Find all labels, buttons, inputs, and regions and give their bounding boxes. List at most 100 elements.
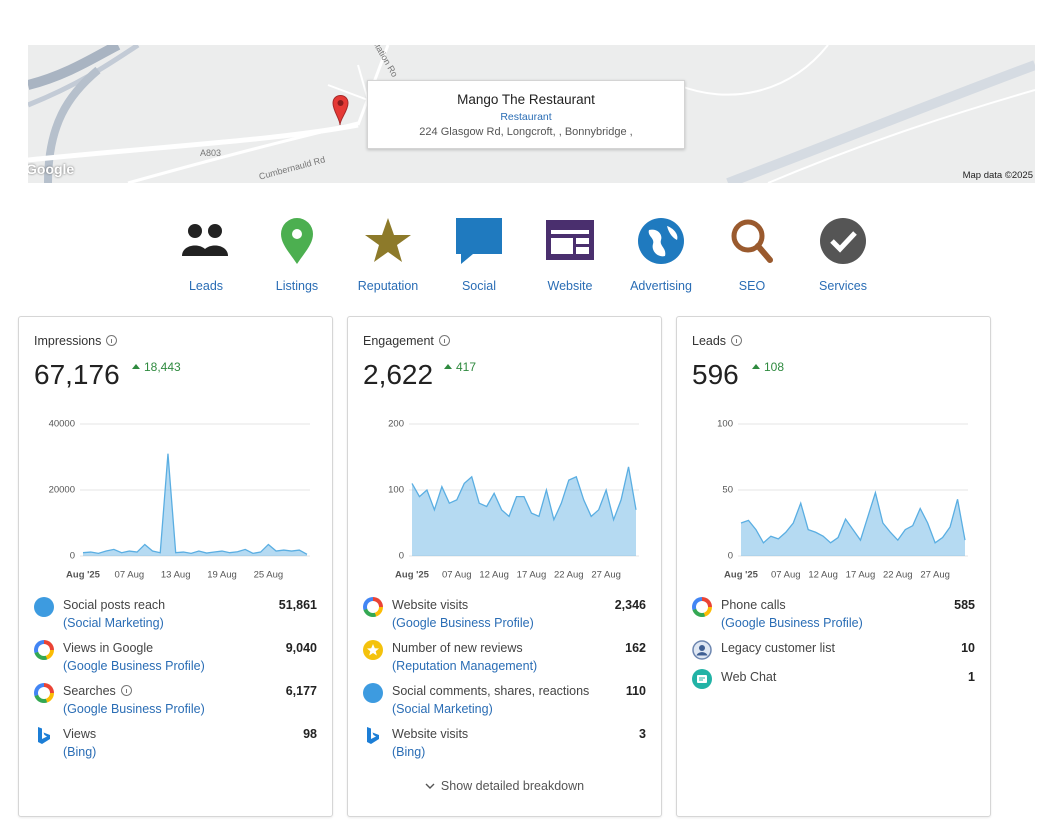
row-value: 10	[961, 641, 975, 655]
icon	[34, 683, 54, 703]
card-total: 2,622	[363, 359, 434, 390]
metric-row: Social comments, shares, reactions (Socia…	[363, 683, 646, 719]
nav-item[interactable]: SEO	[707, 212, 797, 293]
card-change: 18,443	[132, 360, 181, 374]
metric-row: Web Chat 1	[692, 669, 975, 705]
row-value: 9,040	[285, 641, 317, 655]
icon	[38, 727, 50, 744]
nav-item[interactable]: Services	[798, 212, 888, 293]
info-icon[interactable]	[106, 335, 118, 346]
metric-row: Website visits (Google Business Profile) 2…	[363, 597, 646, 633]
card-change: 417	[444, 360, 476, 374]
map-popup: Mango The Restaurant Restaurant 224 Glas…	[367, 80, 685, 149]
metric-row: Phone calls (Google Business Profile) 585	[692, 597, 975, 633]
icon	[34, 640, 54, 660]
row-source[interactable]: (Reputation Management)	[392, 659, 538, 673]
metric-row: Views in Google (Google Business Profile)…	[34, 640, 317, 676]
row-value: 2,346	[614, 598, 646, 612]
card-change: 108	[752, 360, 784, 374]
row-value: 585	[954, 598, 975, 612]
card-title: Engagement	[363, 334, 450, 348]
icon	[692, 640, 712, 660]
nav-item[interactable]: Website	[525, 212, 615, 293]
metric-card: Impressions 67,176 18,443 Social posts r…	[18, 316, 333, 817]
row-label: Searches	[63, 684, 132, 698]
nav-label: Listings	[275, 279, 319, 293]
row-source[interactable]: (Google Business Profile)	[721, 616, 863, 630]
metric-row: Number of new reviews (Reputation Managem…	[363, 640, 646, 676]
nav-item[interactable]: Social	[434, 212, 524, 293]
chevron	[425, 783, 435, 789]
icon	[367, 727, 379, 744]
breakdown-label: Show detailed breakdown	[440, 779, 585, 793]
map-pin[interactable]	[332, 95, 349, 126]
icon	[692, 597, 712, 617]
nav-label: Leads	[188, 279, 224, 293]
road-label: A803	[200, 148, 222, 158]
card-total: 596	[692, 359, 739, 390]
breakdown-toggle[interactable]: Show detailed breakdown	[348, 779, 661, 793]
nav-label: Reputation	[357, 279, 419, 293]
card-title: Leads	[692, 334, 743, 348]
card-total: 67,176	[34, 359, 120, 390]
row-label: Legacy customer list	[721, 641, 835, 655]
nav-item[interactable]: Leads	[161, 212, 251, 293]
icon	[34, 597, 54, 617]
row-source[interactable]: (Bing)	[392, 745, 426, 759]
row-source[interactable]: (Social Marketing)	[63, 616, 164, 630]
row-label: Social posts reach	[63, 598, 166, 612]
card-title-text: Impressions	[34, 334, 102, 348]
row-label: Number of new reviews	[392, 641, 523, 655]
card-title-text: Leads	[692, 334, 727, 348]
row-value: 51,861	[278, 598, 317, 612]
row-label: Views in Google	[63, 641, 154, 655]
row-value: 98	[303, 727, 317, 741]
nav-label: Social	[461, 279, 497, 293]
icon	[692, 669, 712, 689]
row-source[interactable]: (Social Marketing)	[392, 702, 493, 716]
row-value: 162	[625, 641, 646, 655]
metric-row: Website visits (Bing) 3	[363, 726, 646, 762]
place-address: 224 Glasgow Rd, Longcroft, , Bonnybridge…	[419, 126, 633, 138]
metric-row: Searches (Google Business Profile) 6,177	[34, 683, 317, 719]
row-label: Website visits	[392, 598, 469, 612]
place-type: Restaurant	[500, 111, 552, 123]
nav-label: Services	[819, 279, 867, 293]
row-label: Website visits	[392, 727, 469, 741]
metric-row: Views (Bing) 98	[34, 726, 317, 762]
metric-row: Legacy customer list 10	[692, 640, 975, 676]
row-value: 3	[639, 727, 646, 741]
row-label: Web Chat	[721, 670, 777, 684]
row-label: Views	[63, 727, 97, 741]
row-value: 110	[625, 684, 646, 698]
info-icon[interactable]	[120, 685, 132, 696]
nav-label: Advertising	[630, 279, 692, 293]
row-value: 1	[968, 670, 975, 684]
map-logo: Google	[28, 161, 75, 177]
nav-item[interactable]: Reputation	[343, 212, 433, 293]
metric-card: Engagement 2,622 417 Website visits (Goog…	[347, 316, 662, 817]
row-label-text: Searches	[63, 684, 116, 698]
card-title: Impressions	[34, 334, 118, 348]
map-attribution: Map data ©2025	[962, 170, 1033, 181]
info-icon[interactable]	[438, 335, 450, 346]
metric-row: Social posts reach (Social Marketing) 51,8…	[34, 597, 317, 633]
row-label: Social comments, shares, reactions	[392, 684, 590, 698]
icon	[363, 640, 383, 660]
row-source[interactable]: (Bing)	[63, 745, 97, 759]
nav-item[interactable]: Listings	[252, 212, 342, 293]
row-value: 6,177	[285, 684, 317, 698]
row-source[interactable]: (Google Business Profile)	[63, 659, 205, 673]
row-source[interactable]: (Google Business Profile)	[63, 702, 205, 716]
metric-card: Leads 596 108 Phone calls (Google Busines…	[676, 316, 991, 817]
nav-label: Website	[547, 279, 593, 293]
icon	[363, 597, 383, 617]
card-title-text: Engagement	[363, 334, 434, 348]
row-label: Phone calls	[721, 598, 786, 612]
nav-item[interactable]: Advertising	[616, 212, 706, 293]
info-icon[interactable]	[731, 335, 743, 346]
nav-label: SEO	[738, 279, 766, 293]
place-name: Mango The Restaurant	[457, 92, 595, 107]
row-source[interactable]: (Google Business Profile)	[392, 616, 534, 630]
